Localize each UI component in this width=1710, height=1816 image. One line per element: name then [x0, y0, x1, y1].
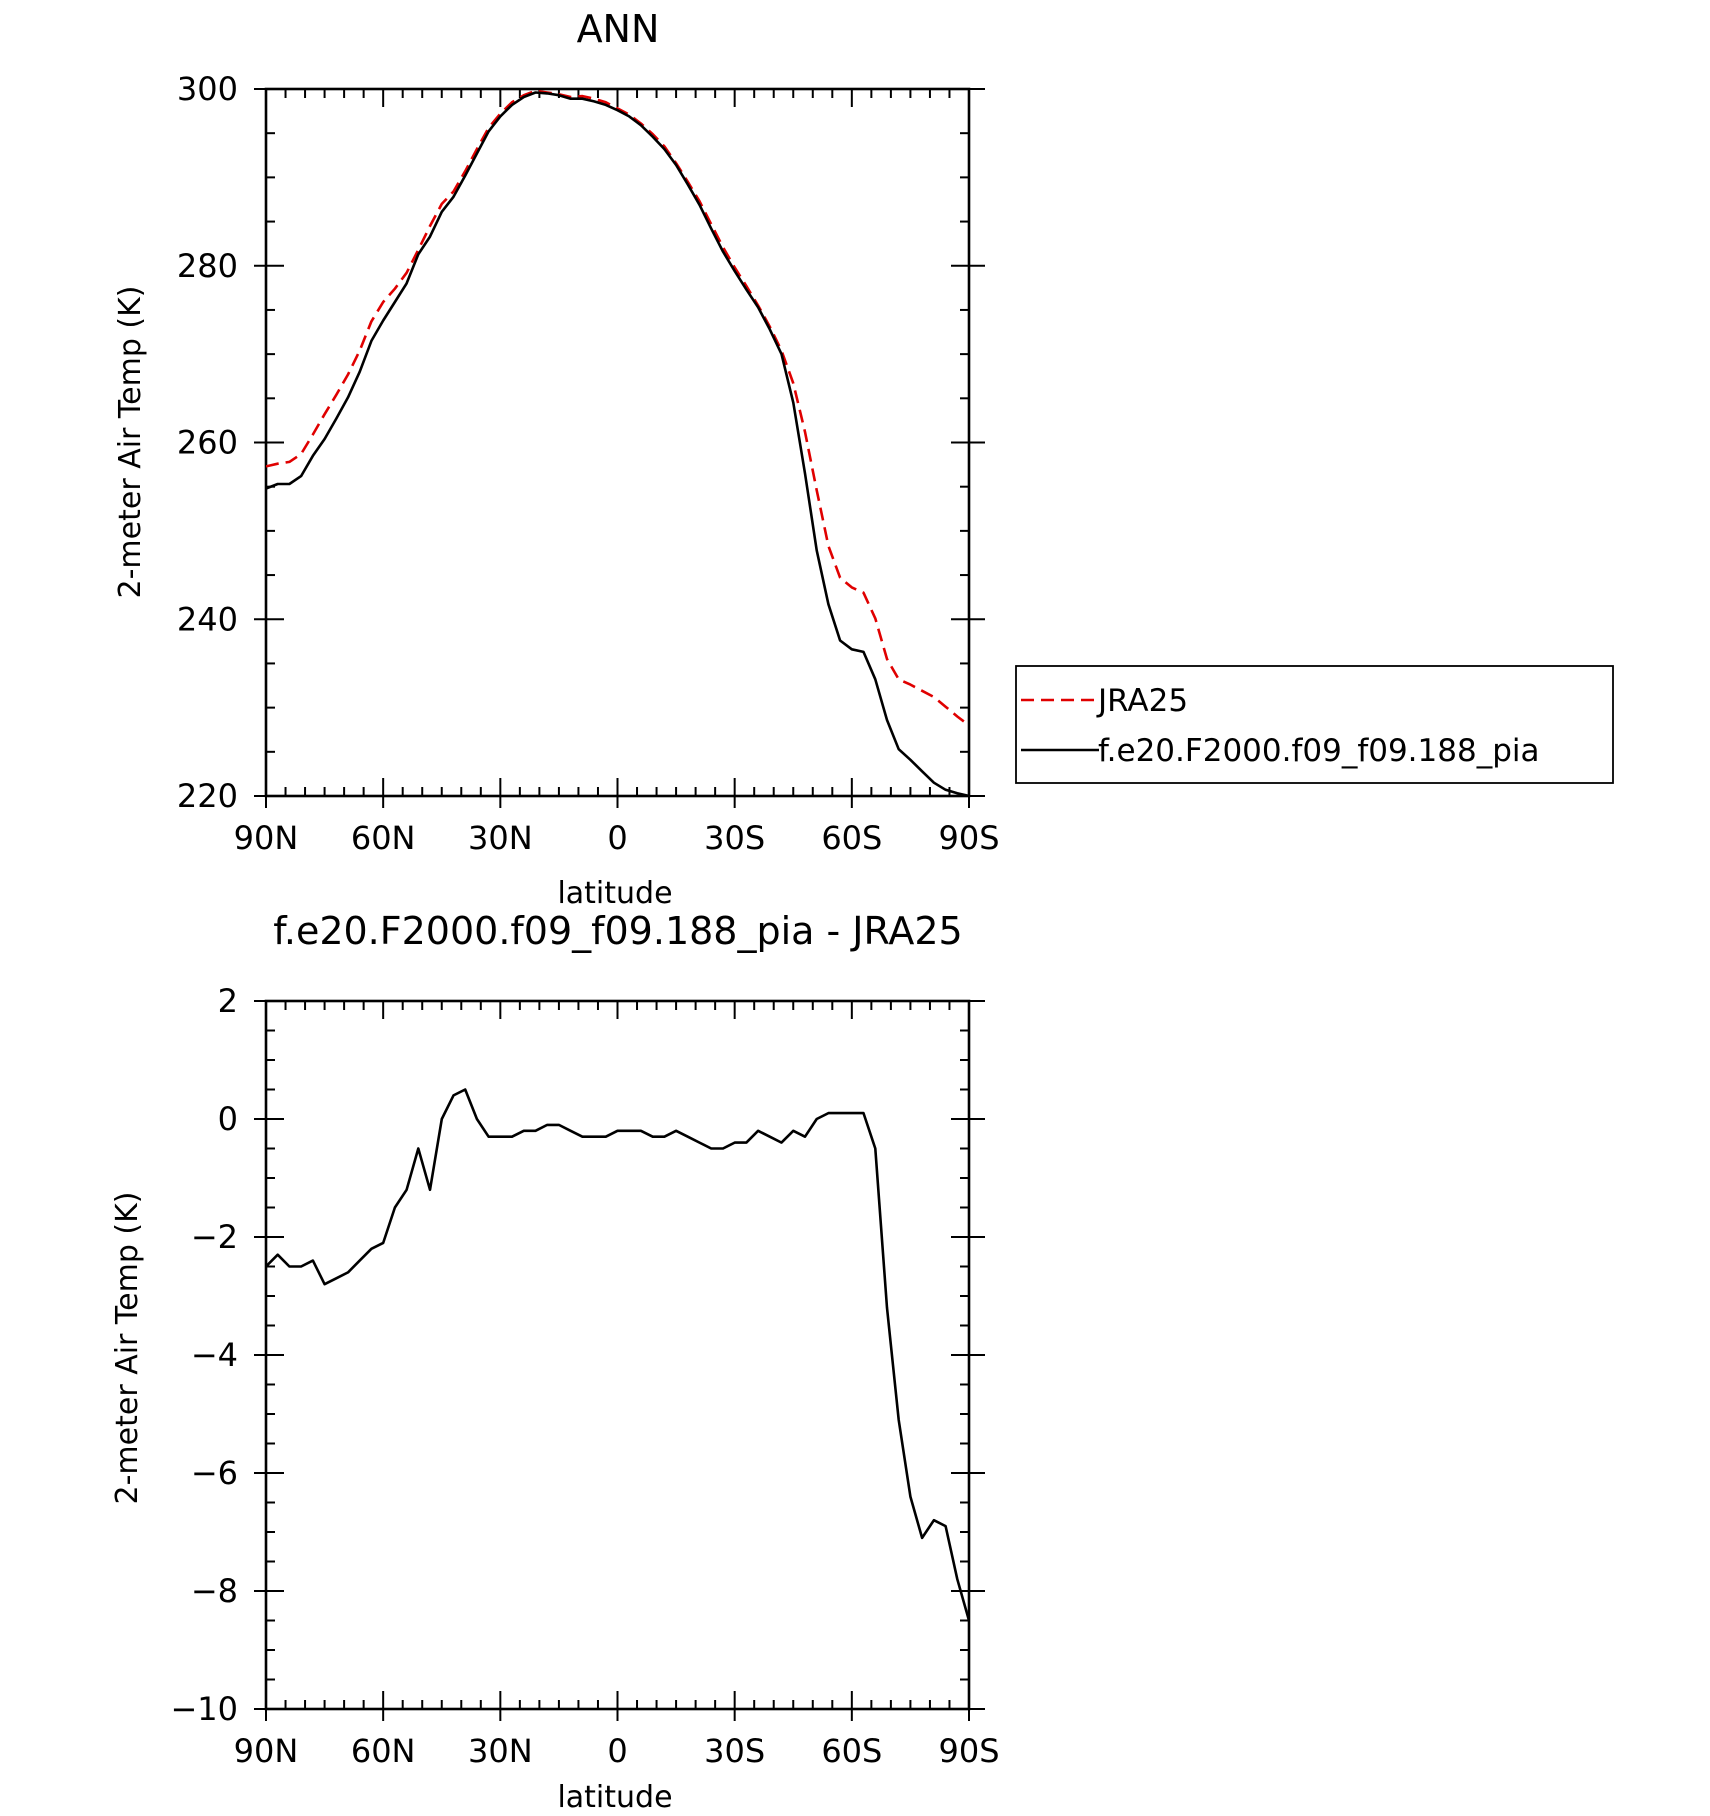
- x-tick-label: 60S: [821, 819, 882, 857]
- y-tick-label: 2: [218, 982, 238, 1020]
- bottom-x-axis-label: latitude: [557, 1780, 672, 1815]
- x-tick-label: 30N: [468, 1732, 533, 1770]
- bottom-panel: f.e20.F2000.f09_f09.188_pia - JRA25 2-me…: [110, 909, 1000, 1815]
- x-tick-label: 0: [607, 819, 627, 857]
- x-tick-label: 90N: [234, 1732, 299, 1770]
- x-tick-label: 90N: [234, 819, 299, 857]
- y-tick-label: −6: [191, 1454, 238, 1492]
- legend-box: [1015, 665, 1614, 784]
- x-tick-label: 60N: [351, 819, 416, 857]
- x-tick-label: 30S: [704, 819, 765, 857]
- y-tick-label: 220: [177, 777, 238, 815]
- top-chart-title: ANN: [577, 7, 660, 51]
- bottom-y-axis-label: 2-meter Air Temp (K): [110, 1192, 145, 1505]
- y-tick-label: 260: [177, 424, 238, 462]
- y-tick-label: 280: [177, 247, 238, 285]
- legend: JRA25 f.e20.F2000.f09_f09.188_pia: [1015, 665, 1614, 784]
- series-line-1-0: [266, 1088, 969, 1621]
- top-panel: ANN 2-meter Air Temp (K) latitude 90N 60N…: [113, 7, 1000, 911]
- y-tick-label: 240: [177, 600, 238, 638]
- x-tick-label: 60N: [351, 1732, 416, 1770]
- x-tick-label: 60S: [821, 1732, 882, 1770]
- y-tick-label: −8: [191, 1572, 238, 1610]
- y-tick-label: −10: [170, 1690, 238, 1728]
- x-tick-label: 90S: [938, 819, 999, 857]
- legend-label-model: f.e20.F2000.f09_f09.188_pia: [1098, 733, 1540, 769]
- x-tick-label: 30N: [468, 819, 533, 857]
- plot-frame: [264, 87, 971, 798]
- bottom-chart-title: f.e20.F2000.f09_f09.188_pia - JRA25: [273, 909, 962, 953]
- x-tick-label: 0: [607, 1732, 627, 1770]
- x-tick-label: 30S: [704, 1732, 765, 1770]
- y-tick-label: 0: [218, 1100, 238, 1138]
- top-y-axis-label: 2-meter Air Temp (K): [113, 286, 148, 599]
- legend-label-jra25: JRA25: [1096, 683, 1188, 719]
- y-tick-label: −4: [191, 1336, 238, 1374]
- y-tick-label: 300: [177, 70, 238, 108]
- plot-frame: [264, 999, 971, 1711]
- series-line-0-1: [266, 91, 969, 796]
- x-tick-label: 90S: [938, 1732, 999, 1770]
- y-tick-label: −2: [191, 1218, 238, 1256]
- series-line-0-0: [266, 89, 969, 727]
- top-x-axis-label: latitude: [557, 876, 672, 911]
